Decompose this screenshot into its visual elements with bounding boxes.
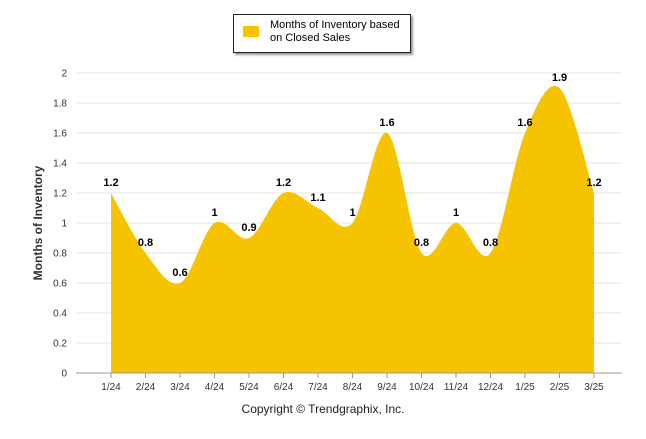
data-label: 1.2 [586, 177, 601, 189]
data-label: 1.2 [103, 177, 118, 189]
y-tick-label: 0.4 [53, 309, 67, 320]
data-label: 1.2 [276, 177, 291, 189]
x-tick-label: 1/24 [101, 382, 121, 393]
x-tick-label: 1/25 [515, 382, 535, 393]
inventory-area [111, 85, 594, 373]
y-tick-label: 2 [61, 69, 67, 80]
legend-label: Months of Inventory based on Closed Sale… [270, 19, 400, 44]
data-label: 0.6 [172, 267, 187, 279]
data-label: 1.9 [552, 72, 567, 84]
x-tick-label: 6/24 [274, 382, 294, 393]
copyright-footer: Copyright © Trendgraphix, Inc. [241, 402, 405, 416]
data-label: 1.1 [310, 192, 325, 204]
data-label: 1.6 [517, 117, 532, 129]
data-label: 1 [349, 207, 355, 219]
legend: Months of Inventory based on Closed Sale… [233, 14, 411, 53]
y-tick-label: 1.4 [53, 159, 67, 170]
y-tick-label: 0.6 [53, 279, 67, 290]
x-tick-label: 9/24 [377, 382, 397, 393]
data-label: 1 [453, 207, 459, 219]
data-label: 0.8 [414, 237, 429, 249]
data-label: 0.8 [138, 237, 153, 249]
x-tick-label: 5/24 [239, 382, 259, 393]
y-tick-label: 0.8 [53, 249, 67, 260]
x-tick-label: 10/24 [409, 382, 434, 393]
y-tick-label: 1.8 [53, 99, 67, 110]
x-tick-label: 11/24 [444, 382, 469, 393]
y-axis-title: Months of Inventory [31, 165, 45, 280]
data-label: 0.9 [241, 222, 256, 234]
y-tick-label: 1.2 [53, 189, 67, 200]
x-tick-label: 7/24 [308, 382, 328, 393]
y-tick-label: 0.2 [53, 339, 67, 350]
x-tick-label: 3/25 [584, 382, 604, 393]
data-label: 1.6 [379, 117, 394, 129]
x-tick-label: 4/24 [205, 382, 225, 393]
x-tick-label: 2/24 [136, 382, 156, 393]
y-tick-label: 1.6 [53, 129, 67, 140]
x-tick-label: 8/24 [343, 382, 363, 393]
data-label: 1 [211, 207, 217, 219]
y-tick-label: 1 [61, 219, 67, 230]
x-tick-label: 3/24 [170, 382, 190, 393]
legend-swatch [243, 26, 259, 37]
x-tick-label: 12/24 [478, 382, 503, 393]
y-tick-label: 0 [61, 369, 67, 380]
data-label: 0.8 [483, 237, 498, 249]
x-tick-label: 2/25 [550, 382, 570, 393]
